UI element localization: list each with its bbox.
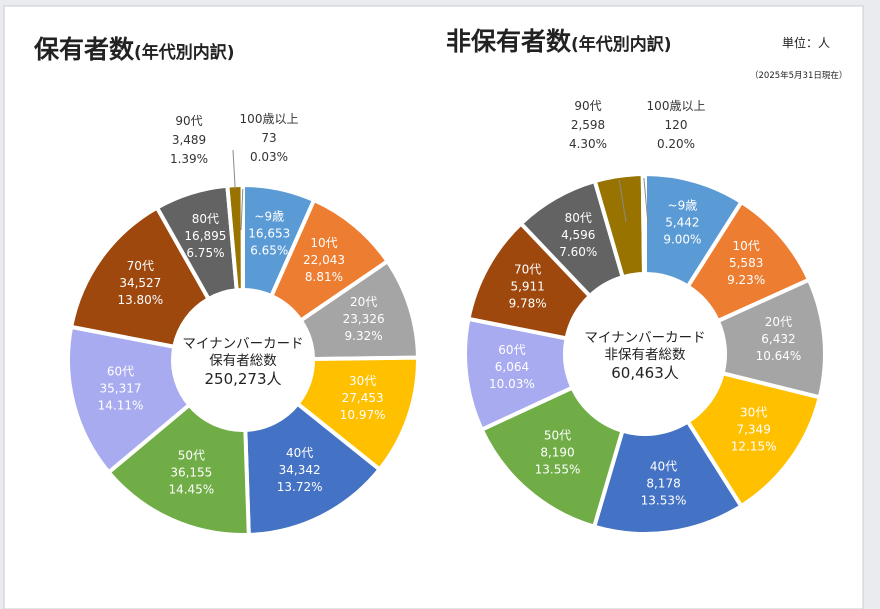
as-of-date: （2025年5月31日現在） bbox=[750, 70, 847, 81]
center-label: マイナンバーカード非保有者総数 bbox=[584, 330, 705, 363]
slice-label-80: 80代 4,596 7.60% bbox=[559, 211, 597, 259]
leader-line-100 bbox=[643, 177, 649, 225]
chart-title-holders: 保有者数(年代別内訳) bbox=[33, 35, 235, 64]
slice-label-60: 60代 6,064 10.03% bbox=[489, 343, 535, 391]
slice-label-50: 50代 8,190 13.55% bbox=[535, 428, 581, 476]
slice-label-70: 70代 5,911 9.78% bbox=[509, 262, 547, 310]
slice-label-40: 40代 8,178 13.53% bbox=[641, 460, 687, 508]
slice-label-10: 10代 5,583 9.23% bbox=[727, 239, 765, 287]
slice-label-60: 60代 35,317 14.11% bbox=[98, 365, 144, 413]
slice-label-100: 100歳以上 73 0.03% bbox=[240, 112, 299, 164]
slice-label-20: 20代 23,326 9.32% bbox=[343, 295, 385, 343]
slice-label-30: 30代 7,349 12.15% bbox=[731, 405, 777, 453]
chart-title-non-holders: 非保有者数(年代別内訳) bbox=[446, 27, 672, 56]
unit-label: 単位：人 bbox=[782, 35, 830, 50]
slice-60 bbox=[66, 324, 193, 476]
slice-label-50: 50代 36,155 14.45% bbox=[168, 448, 214, 496]
slice-label-70: 70代 34,527 13.80% bbox=[117, 259, 163, 307]
center-label: マイナンバーカード保有者総数 bbox=[182, 336, 303, 369]
slice-label-80: 80代 16,895 6.75% bbox=[184, 212, 226, 260]
slice-label-9: ~9歳 16,653 6.65% bbox=[248, 209, 290, 257]
center-total: 60,463人 bbox=[611, 364, 679, 382]
leader-line-100 bbox=[240, 188, 244, 231]
leader-line-90 bbox=[232, 149, 236, 190]
slice-40 bbox=[243, 400, 383, 537]
leader-line-90 bbox=[618, 179, 627, 223]
slice-label-10: 10代 22,043 8.81% bbox=[303, 236, 345, 284]
slice-label-30: 30代 27,453 10.97% bbox=[340, 374, 386, 422]
center-total: 250,273人 bbox=[204, 370, 281, 388]
slice-label-90: 90代 2,598 4.30% bbox=[569, 99, 607, 151]
slice-50 bbox=[105, 402, 251, 537]
slice-70 bbox=[68, 204, 212, 350]
slice-label-100: 100歳以上 120 0.20% bbox=[647, 99, 706, 151]
donut-chart-non-holders: ~9歳 5,442 9.00% 10代 5,583 9.23% 20代 6,432 10.64%… bbox=[463, 99, 827, 536]
slice-label-9: ~9歳 5,442 9.00% bbox=[663, 198, 701, 246]
slice-100 bbox=[640, 171, 647, 277]
donut-chart-holders: ~9歳 16,653 6.65% 10代 22,043 8.81% 20代 23,326 9.3… bbox=[66, 112, 421, 537]
slice-label-20: 20代 6,432 10.64% bbox=[756, 315, 802, 363]
slice-label-40: 40代 34,342 13.72% bbox=[277, 446, 323, 494]
slice-label-90: 90代 3,489 1.39% bbox=[170, 114, 208, 166]
